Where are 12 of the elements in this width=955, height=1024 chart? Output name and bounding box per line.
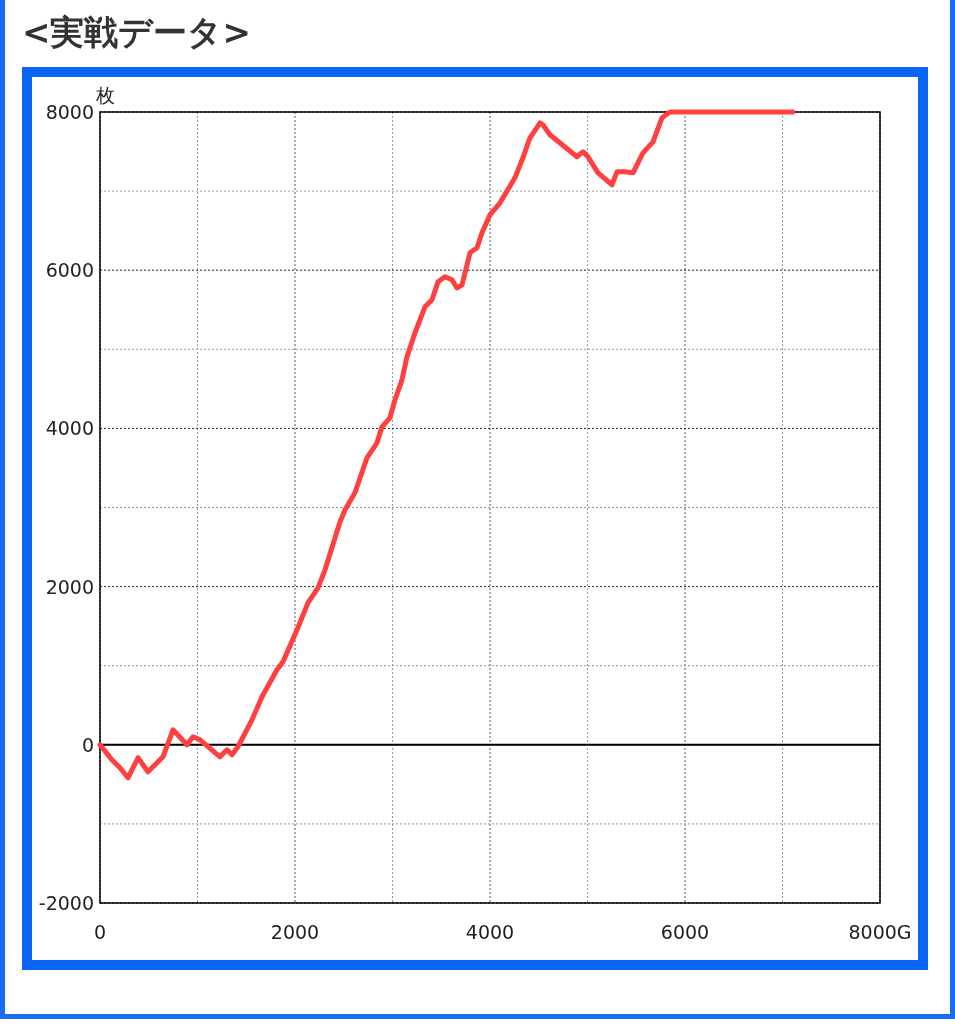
x-tick-label: 4000 [465,921,515,943]
y-tick-label: 4000 [45,417,94,440]
y-tick-label: -2000 [38,892,94,914]
y-tick-label: 6000 [45,259,94,282]
y-tick-label: 2000 [45,575,94,598]
y-tick-label: 0 [81,733,94,756]
x-tick-label: 2000 [270,921,320,943]
y-tick-label: 8000 [45,101,94,123]
x-tick-label: 6000 [660,921,710,943]
chart-title: <実戦データ> [22,11,251,54]
x-tick-label: 8000G [848,921,912,943]
y-axis-title: 枚 [95,84,115,106]
